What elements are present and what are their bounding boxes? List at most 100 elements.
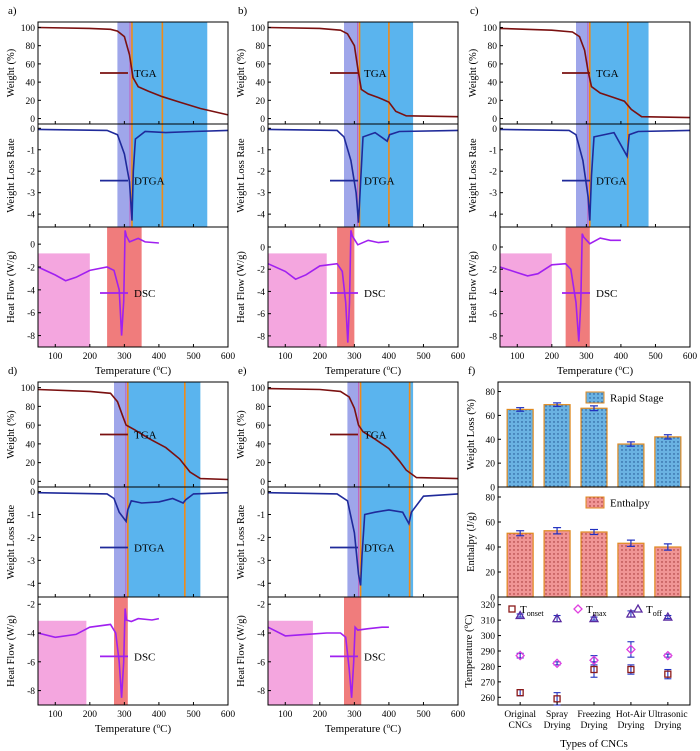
panel-1-dsc-line [37, 230, 159, 336]
panel-5-ytitle-heat: Heat Flow (W/g) [236, 615, 247, 687]
wl-legend-text: Rapid Stage [610, 393, 664, 405]
panel-5-ytick-label: 0 [260, 488, 265, 498]
panel-3-xtitle: Temperature (oC) [557, 364, 634, 377]
panel-5-legend-text: DTGA [364, 543, 395, 555]
panel-2-ytick-label: -6 [257, 310, 265, 320]
temp-legend-sub: onset [527, 609, 545, 618]
panel-2-ytitle-rate: Weight Loss Rate [236, 138, 247, 213]
en-bar [617, 542, 645, 598]
panel-2-dtga-line [267, 128, 459, 223]
panel-1-ytick-label: -2 [27, 168, 35, 178]
panel-1-ytick-label: 80 [26, 42, 36, 52]
panel-1-ytick-label: 100 [21, 24, 36, 34]
panel-4-ytick-label: 0 [30, 478, 35, 488]
wl-bar [506, 408, 534, 488]
panel-4-xtick-label: 300 [117, 710, 132, 720]
panel-3-ytitle-heat: Heat Flow (W/g) [468, 251, 479, 323]
en-legend-swatch [585, 496, 605, 509]
xtitle-unit: C) [390, 723, 401, 735]
cat-label: Hot-Air [616, 710, 647, 720]
cat-label: Drying [617, 721, 644, 731]
panel-4-legend-text: DSC [134, 651, 155, 663]
panel-4-ytitle-heat: Heat Flow (W/g) [6, 615, 17, 687]
wl-legend-swatch [585, 391, 605, 404]
panel-2-ytick-label: -1 [257, 146, 265, 156]
panel-5-label: e) [238, 365, 247, 377]
onset-point [627, 665, 635, 674]
en-ytick-label: 0 [490, 594, 495, 604]
en-bar [580, 531, 608, 598]
panel-5-xtick-label: 100 [278, 710, 293, 720]
panel-3-xtick-label: 400 [614, 352, 629, 362]
wl-ytick-label: 80 [486, 388, 496, 398]
panel-4-xtick-label: 200 [83, 710, 98, 720]
panel-4-label: d) [8, 365, 18, 377]
temp-legend-sub: off [653, 609, 663, 618]
cat-label: CNCs [509, 721, 533, 731]
panel-3-xtick-label: 500 [648, 352, 663, 362]
xtitle-degree: o [619, 364, 623, 372]
cat-label: Freezing [577, 710, 610, 720]
temp-ytick-label: 260 [481, 694, 496, 704]
off-point [662, 611, 673, 621]
panel-5-ytick-label: -2 [257, 534, 265, 544]
panel-5-dtga-line [267, 491, 459, 586]
max-point [515, 650, 526, 661]
panel-2-ytick-label: 60 [256, 60, 266, 70]
panel-3-dsc-line [499, 233, 621, 342]
temp-ytick-label: 310 [481, 617, 496, 627]
panel-2-dsc-band [268, 253, 327, 347]
panel-3-ytick-label: -4 [489, 211, 497, 221]
xtitle-unit: C) [160, 365, 171, 377]
xtitle-main: Temperature ( [557, 365, 619, 377]
temp-ytick-label: 300 [481, 632, 496, 642]
panel-3-ytick-label: 100 [483, 24, 498, 34]
panel-1-ytick-label: 0 [30, 241, 35, 251]
panel-3-xtick-label: 200 [545, 352, 560, 362]
wl-bar [543, 404, 571, 488]
panel-1-dtga-line [37, 128, 229, 221]
panel-5-ytick-label: 40 [256, 440, 266, 450]
panel-5-dsc-peak-band [344, 597, 362, 705]
temp-ytitle-deg: o [462, 624, 470, 628]
panel-3-legend-text: TGA [596, 68, 619, 80]
wl-ytick-label: 40 [486, 436, 496, 446]
xtitle-main: Temperature ( [325, 365, 387, 377]
panel-5-xtick-label: 600 [451, 710, 466, 720]
panel-4-ytick-label: 100 [21, 384, 36, 394]
panel-4-xtick-label: 500 [186, 710, 201, 720]
panel-5-xtitle: Temperature (oC) [325, 722, 402, 735]
max-point [662, 650, 673, 661]
panel-1-xtick-label: 500 [186, 352, 201, 362]
max-point [626, 644, 636, 655]
cat-label: Spray [546, 710, 568, 720]
panel-2-xtitle: Temperature (oC) [325, 364, 402, 377]
panel-4-dsc-line [37, 608, 160, 698]
panel-5-dsc-line [267, 625, 389, 698]
panel-5-ytick-label: 80 [256, 403, 266, 413]
panel-3-ytick-label: 40 [488, 79, 498, 89]
panel-1-dsc-band [38, 253, 90, 347]
panel-1-tga-line [37, 26, 229, 116]
panel-5-legend-text: DSC [364, 651, 385, 663]
panel-2-ytick-label: 100 [251, 24, 266, 34]
panel-5-ytick-label: 20 [256, 459, 266, 469]
en-ytick-label: 80 [486, 494, 496, 504]
max-point [552, 658, 562, 669]
panel-1-ytick-label: -4 [27, 211, 35, 221]
panel-2-xtick-label: 200 [313, 352, 328, 362]
panel-3-frame-2 [499, 226, 691, 348]
panel-3-legend-text: DSC [596, 288, 617, 300]
panel-1-ytitle-heat: Heat Flow (W/g) [6, 251, 17, 323]
temp-ytick-label: 320 [481, 601, 496, 611]
panel-2-legend-text: DSC [364, 288, 385, 300]
panel-1-label: a) [8, 5, 17, 17]
panel-6-xtitle: Types of CNCs [560, 738, 628, 750]
panel-5-xtick-label: 400 [382, 710, 397, 720]
panel-1-ytick-label: 60 [26, 60, 36, 70]
en-legend-text: Enthalpy [610, 498, 650, 510]
panel-5-ytick-label: -2 [257, 601, 265, 611]
panel-2-xtick-label: 500 [416, 352, 431, 362]
panel-3-ytick-label: 0 [492, 115, 497, 125]
